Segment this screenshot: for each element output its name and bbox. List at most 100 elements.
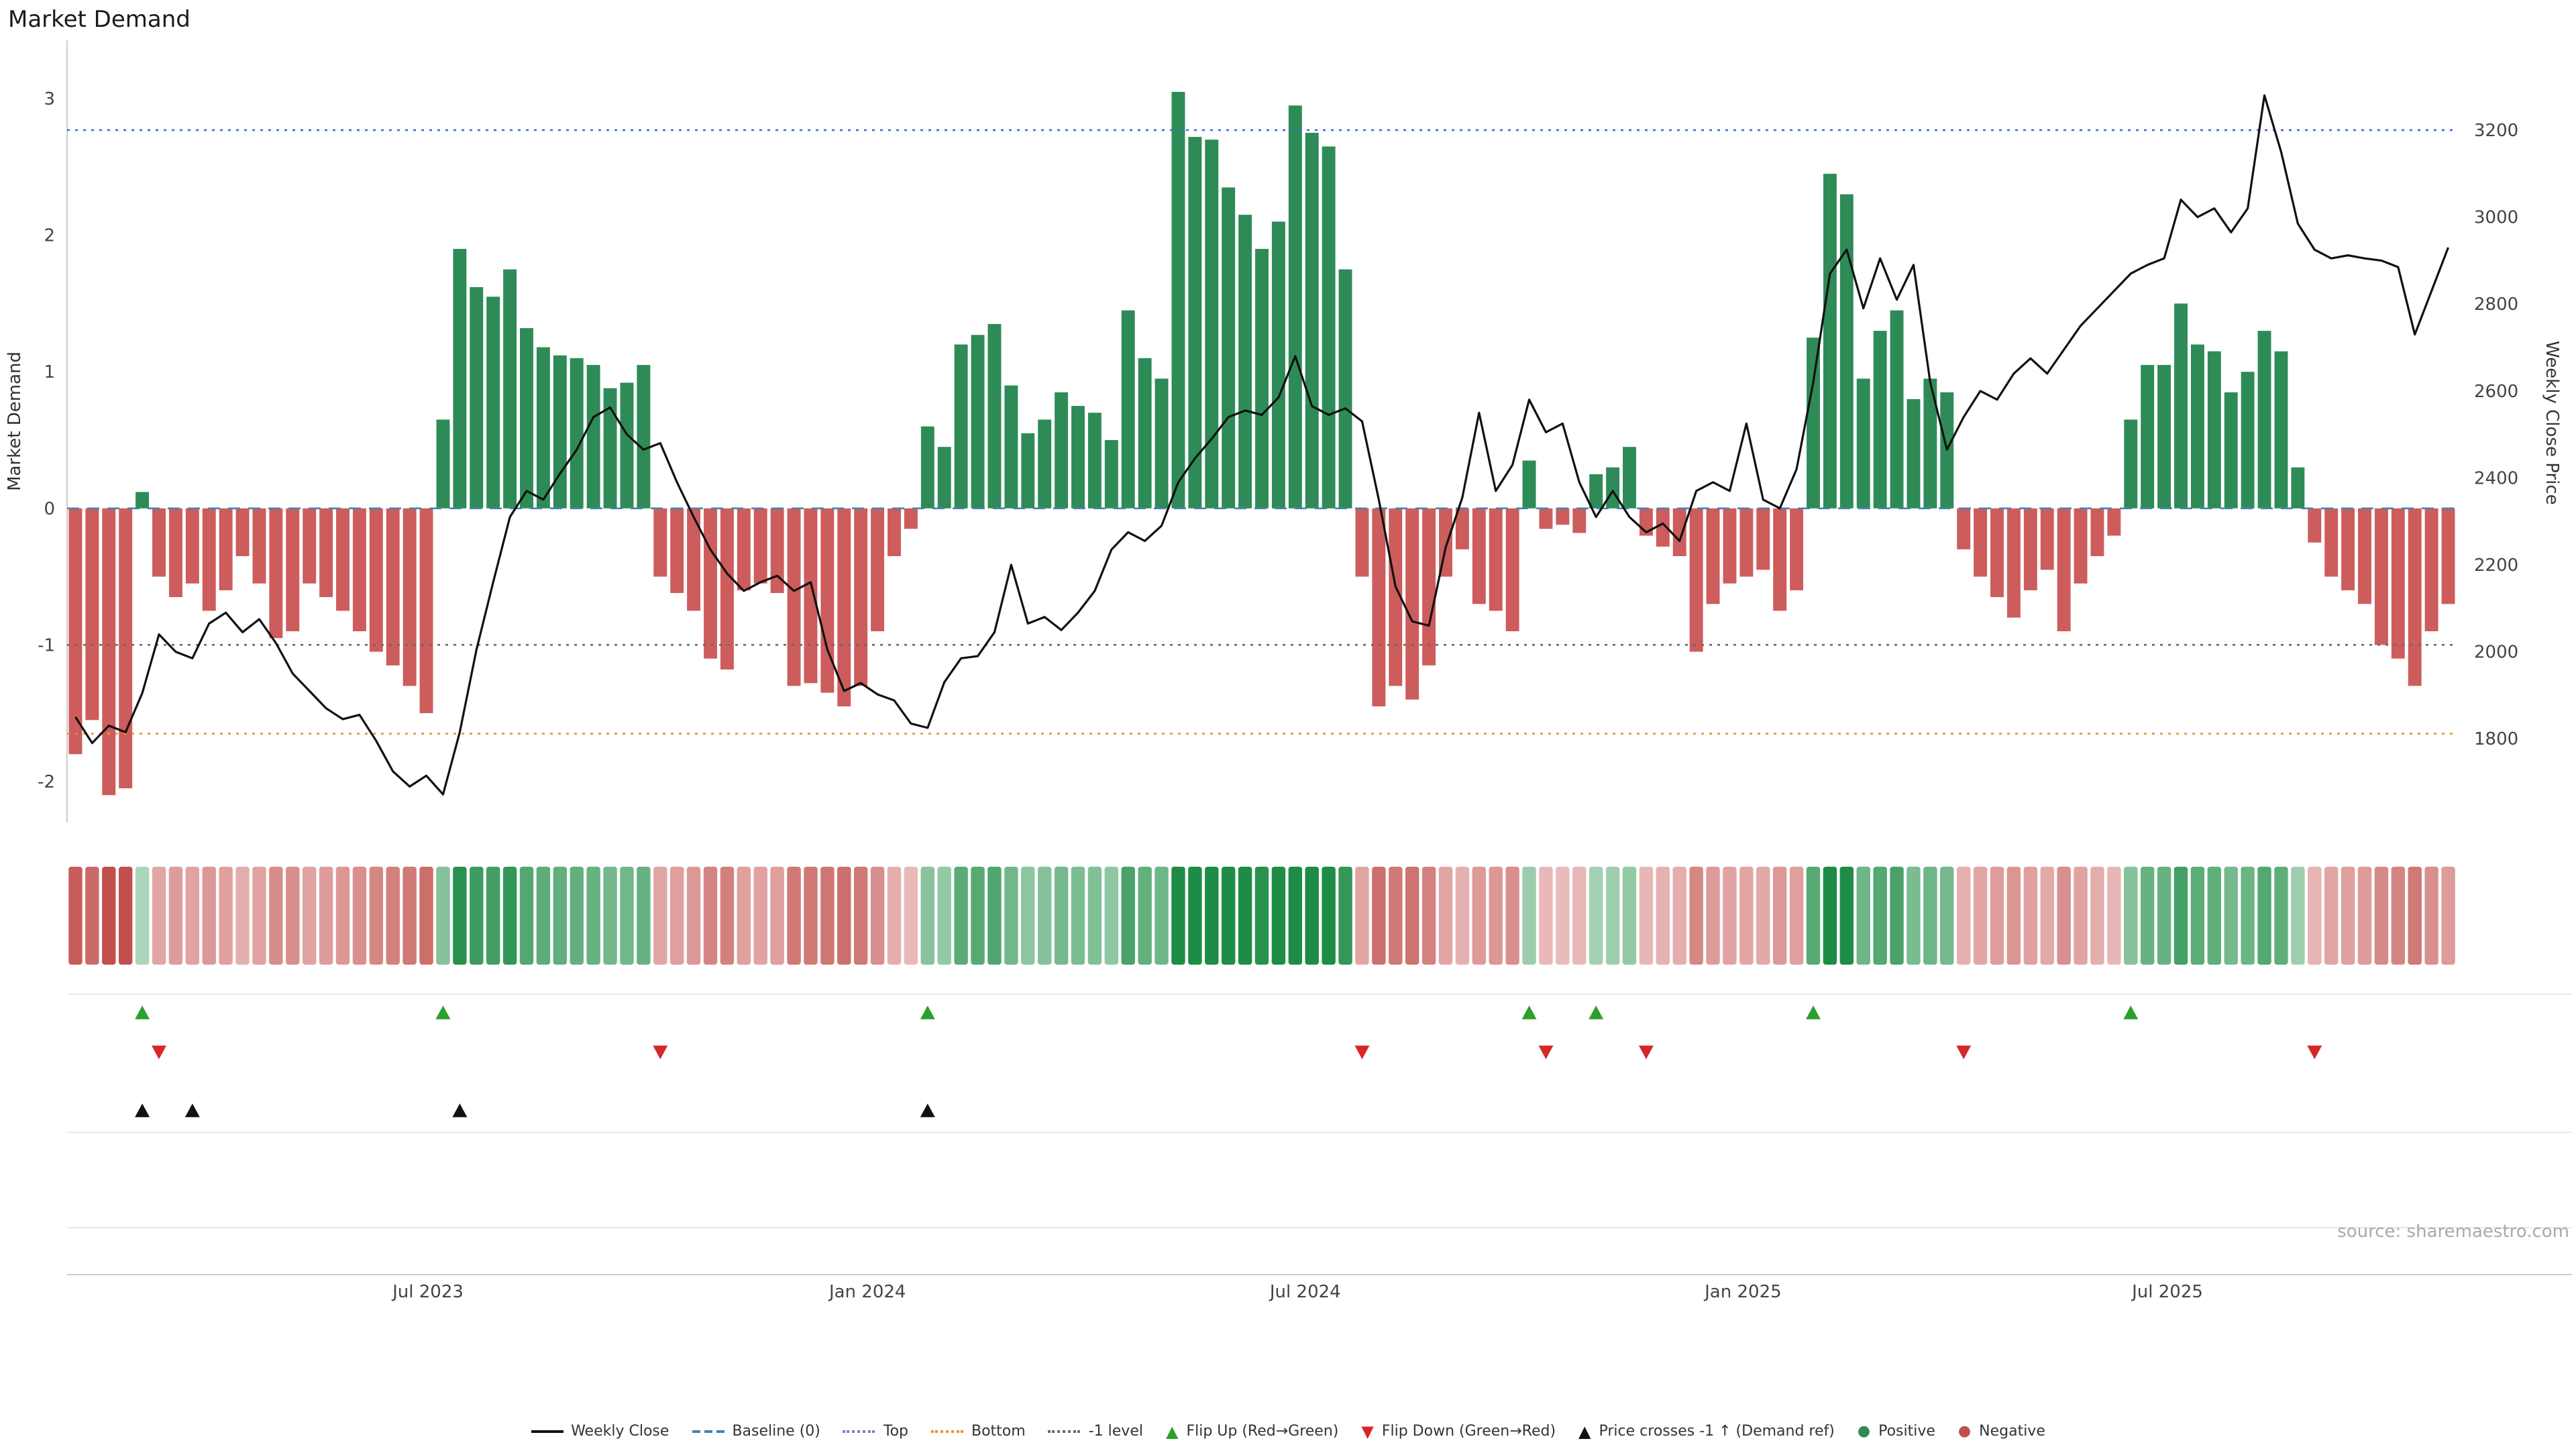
demand-bar [1589, 474, 1603, 508]
heatmap-cell [2190, 867, 2205, 965]
demand-bar [1004, 385, 1018, 508]
demand-bar [2124, 419, 2138, 508]
heatmap-cell [1087, 867, 1102, 965]
demand-bar [1990, 508, 2004, 598]
demand-bar [1389, 508, 1403, 686]
legend-item-negative: ● Negative [1958, 1422, 2045, 1440]
price-line-path [74, 94, 2450, 796]
heatmap-cell [286, 867, 300, 965]
legend-item-bottom: Bottom [931, 1422, 1026, 1440]
heatmap-cell [1121, 867, 1135, 965]
x-tick-label: Jan 2025 [1703, 1282, 1782, 1302]
demand-bar [119, 508, 133, 789]
demand-bar [1672, 508, 1686, 557]
legend-label: Flip Down (Green→Red) [1381, 1422, 1556, 1440]
flip-up-marker [1589, 1006, 1604, 1020]
legend-item-top: Top [843, 1422, 908, 1440]
price-axis-ticks: 3200 3000 2800 2600 2400 2200 2000 1800 [2474, 121, 2518, 749]
heatmap-cell [804, 867, 818, 965]
heatmap-cell [2274, 867, 2288, 965]
heatmap-cell [2006, 867, 2021, 965]
demand-bar [1656, 508, 1670, 547]
heatmap-cell [202, 867, 216, 965]
x-tick-label: Jul 2023 [391, 1282, 464, 1302]
heatmap-cell [2291, 867, 2305, 965]
flip-up-markers [135, 1006, 2139, 1020]
x-tick-label: Jul 2025 [2131, 1282, 2203, 1302]
x-tick-label: Jan 2024 [828, 1282, 906, 1302]
x-axis-ticks: Jul 2023 Jan 2024 Jul 2024 Jan 2025 Jul 2025 [391, 1282, 2203, 1302]
demand-bar [720, 508, 734, 669]
heatmap-cell [2124, 867, 2138, 965]
heatmap-cell [603, 867, 617, 965]
demand-bar [1071, 406, 1085, 508]
demand-bar [369, 508, 383, 652]
heatmap-cell [402, 867, 417, 965]
heatmap-cell [470, 867, 484, 965]
heatmap-cell [1254, 867, 1269, 965]
heatmap-cell [536, 867, 551, 965]
demand-bar [152, 508, 166, 577]
heatmap-cell [937, 867, 951, 965]
legend-item-flip-down: ▼ Flip Down (Green→Red) [1361, 1422, 1556, 1440]
demand-bar [1138, 358, 1152, 508]
heatmap-cell [252, 867, 266, 965]
demand-bar [486, 297, 500, 508]
demand-bar [1238, 215, 1252, 508]
demand-bar [1790, 508, 1804, 590]
demand-bar [2324, 508, 2339, 577]
heatmap-cell [2057, 867, 2071, 965]
heatmap-cell [219, 867, 233, 965]
heatmap-cell [1572, 867, 1587, 965]
demand-bar [1572, 508, 1587, 533]
legend-label: Weekly Close [571, 1422, 669, 1440]
heatmap-cell [1271, 867, 1286, 965]
demand-bar [2441, 508, 2455, 604]
demand-bar [235, 508, 250, 557]
heatmap-cell [1489, 867, 1503, 965]
heatmap-cell [102, 867, 116, 965]
heatmap-cell [2324, 867, 2339, 965]
demand-bar [1372, 508, 1386, 706]
heatmap-cell [1522, 867, 1536, 965]
price-cross-marker [920, 1104, 935, 1118]
price-cross-triangle-icon: ▲ [1578, 1421, 1591, 1440]
demand-bar [1539, 508, 1553, 529]
demand-bar [520, 328, 533, 508]
heatmap-cell [1322, 867, 1336, 965]
demand-bar [1288, 105, 1302, 508]
demand-bar [1873, 331, 1887, 508]
demand-bar [1522, 460, 1536, 508]
heatmap-cell [1990, 867, 2004, 965]
heatmap-cell [2090, 867, 2104, 965]
heatmap-cell [85, 867, 99, 965]
demand-bar [1155, 378, 1169, 508]
demand-bar [436, 419, 450, 508]
price-cross-marker [135, 1104, 150, 1118]
demand-bar [1405, 508, 1419, 700]
demand-bar [269, 508, 283, 639]
heatmap-cell [436, 867, 450, 965]
demand-bar [2224, 392, 2238, 508]
price-tick-label: 2000 [2474, 643, 2518, 663]
price-tick-label: 1800 [2474, 729, 2518, 749]
heatmap-cell [1405, 867, 1419, 965]
row-separators [67, 994, 2572, 1275]
demand-bar [102, 508, 116, 796]
demand-bar [2006, 508, 2021, 618]
heatmap-cell [1689, 867, 1703, 965]
legend-item-baseline: Baseline (0) [692, 1422, 820, 1440]
flip-up-marker [1806, 1006, 1821, 1020]
heatmap-cell [2357, 867, 2372, 965]
demand-tick-label: 3 [44, 89, 55, 109]
heatmap-cell [453, 867, 467, 965]
demand-bar [553, 355, 567, 508]
heatmap-cell [1171, 867, 1185, 965]
demand-bar [470, 287, 484, 508]
demand-bar [1505, 508, 1519, 631]
demand-bar [1021, 433, 1035, 508]
demand-heatmap [68, 867, 2455, 965]
legend-label: Baseline (0) [732, 1422, 820, 1440]
demand-bar [1455, 508, 1469, 549]
demand-bar [2090, 508, 2104, 557]
